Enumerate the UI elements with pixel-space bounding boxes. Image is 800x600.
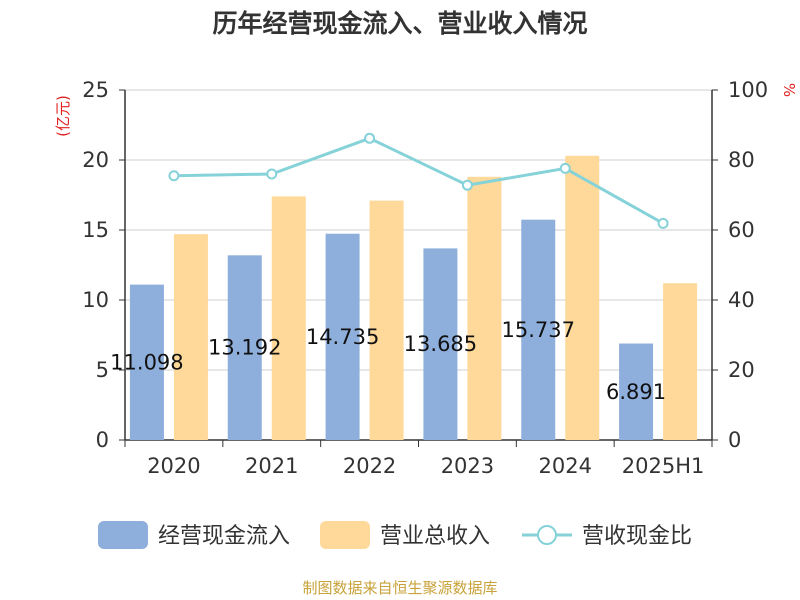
- y-left-tick-label: 0: [96, 428, 109, 452]
- data-label: 13.685: [404, 332, 477, 356]
- x-tick-label: 2021: [245, 454, 298, 478]
- line-point: [559, 162, 571, 174]
- bar-revenue: [565, 155, 600, 441]
- y-left-axis-label: (亿元): [54, 95, 72, 137]
- line-point: [266, 168, 278, 180]
- x-tick-label: 2023: [441, 454, 494, 478]
- bar-cash-inflow: [325, 233, 360, 440]
- bars: [129, 155, 698, 441]
- bar-revenue: [467, 176, 502, 441]
- bar-cash-inflow: [227, 255, 262, 440]
- bar-revenue: [369, 200, 404, 440]
- data-label: 11.098: [110, 350, 183, 374]
- axes: 0 5 10 15 20 25 0 20 40 60 80 100 (亿元)% 2020 2021 2022 2…: [54, 78, 798, 478]
- y-right-tick-label: 100: [728, 78, 768, 102]
- x-tick-label: 2025H1: [622, 454, 705, 478]
- line-point: [364, 132, 376, 144]
- chart-title: 历年经营现金流入、营业收入情况: [212, 9, 587, 38]
- bar-cash-inflow: [129, 284, 164, 440]
- grid-lines: [125, 89, 712, 371]
- bar-revenue: [663, 283, 698, 440]
- bar-cash-inflow: [619, 343, 654, 440]
- legend-label-line: 营收现金比: [582, 524, 692, 549]
- bar-revenue: [271, 196, 306, 440]
- data-label: 6.891: [606, 380, 666, 404]
- legend-swatch-cash-inflow: [98, 521, 148, 549]
- x-tick-label: 2020: [147, 454, 200, 478]
- line-point: [461, 179, 473, 191]
- legend-swatch-line-marker: [537, 525, 557, 545]
- source-note: 制图数据来自恒生聚源数据库: [302, 579, 497, 597]
- data-labels: 11.098 13.192 14.735 13.685 15.737 6.891: [110, 318, 666, 404]
- y-right-axis-label: %: [780, 83, 798, 97]
- bar-cash-inflow: [423, 248, 458, 440]
- data-label: 13.192: [208, 336, 281, 360]
- y-right-tick-label: 20: [728, 358, 755, 382]
- legend-label-revenue: 营业总收入: [380, 524, 490, 549]
- y-right-tick-label: 80: [728, 148, 755, 172]
- line-point: [168, 170, 180, 182]
- y-right-tick-label: 60: [728, 218, 755, 242]
- line-series: [168, 132, 669, 229]
- y-left-tick-label: 15: [82, 218, 109, 242]
- data-label: 14.735: [306, 325, 379, 349]
- line-point: [657, 217, 669, 229]
- y-right-tick-label: 0: [728, 428, 741, 452]
- data-label: 15.737: [502, 318, 575, 342]
- y-left-tick-label: 10: [82, 288, 109, 312]
- legend-swatch-revenue: [320, 521, 370, 549]
- y-left-tick-label: 5: [96, 358, 109, 382]
- y-right-tick-label: 40: [728, 288, 755, 312]
- x-tick-label: 2024: [539, 454, 592, 478]
- bar-cash-inflow: [521, 219, 556, 440]
- bar-revenue: [173, 234, 208, 440]
- y-left-tick-label: 20: [82, 148, 109, 172]
- y-left-tick-label: 25: [82, 78, 109, 102]
- legend-label-cash-inflow: 经营现金流入: [158, 524, 290, 549]
- legend: 经营现金流入 营业总收入 营收现金比: [98, 521, 692, 549]
- x-tick-label: 2022: [343, 454, 396, 478]
- line-cash-ratio: [173, 136, 664, 225]
